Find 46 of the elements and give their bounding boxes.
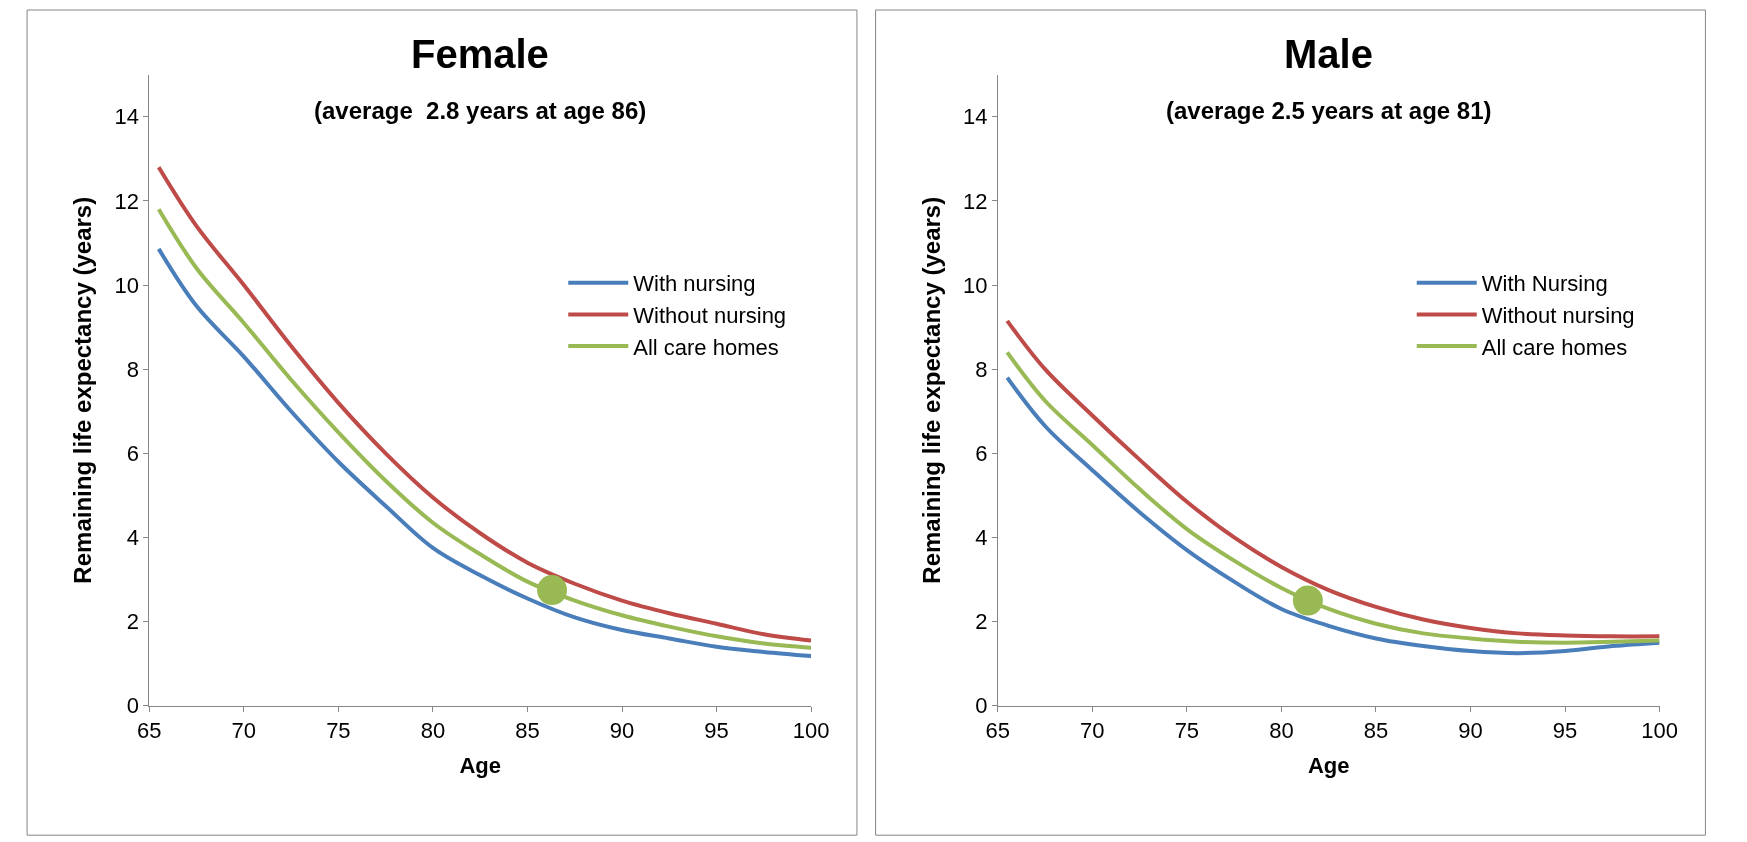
y-tick-label: 10 bbox=[114, 272, 139, 298]
legend-label: All care homes bbox=[633, 334, 779, 360]
text: (average 2.5 years at age 81) bbox=[1166, 97, 1492, 124]
y-tick-label: 2 bbox=[126, 609, 139, 635]
y-tick-label: 8 bbox=[975, 356, 988, 382]
legend-label: Without nursing bbox=[633, 302, 787, 328]
y-tick-label: 2 bbox=[975, 609, 988, 635]
legend-label: Without nursing bbox=[1481, 302, 1635, 328]
y-axis-title: Remaining life expectancy (years) bbox=[917, 196, 945, 584]
y-tick-label: 6 bbox=[975, 441, 988, 467]
x-tick-label: 80 bbox=[420, 718, 446, 744]
x-tick-label: 95 bbox=[1552, 718, 1578, 744]
x-tick-label: 70 bbox=[231, 718, 257, 744]
x-axis-title: Age bbox=[459, 753, 501, 779]
y-tick-label: 8 bbox=[126, 356, 139, 382]
x-tick-label: 95 bbox=[704, 718, 729, 744]
y-tick-label: 14 bbox=[114, 104, 139, 130]
y-tick-label: 0 bbox=[975, 693, 988, 719]
x-tick-label: 100 bbox=[1641, 718, 1678, 744]
y-tick-label: 12 bbox=[962, 188, 988, 214]
x-tick-label: 90 bbox=[1458, 718, 1483, 744]
y-tick-label: 12 bbox=[114, 188, 139, 214]
x-tick-label: 65 bbox=[985, 718, 1011, 744]
y-tick-label: 10 bbox=[962, 272, 988, 298]
y-tick-label: 0 bbox=[126, 693, 139, 719]
x-axis-title: Age bbox=[1307, 753, 1350, 779]
chart-title: Female bbox=[411, 32, 549, 76]
legend-label: With Nursing bbox=[1481, 271, 1608, 297]
y-tick-label: 14 bbox=[962, 104, 988, 130]
text: (average 2.8 years at age 86) bbox=[314, 97, 647, 124]
y-tick-label: 4 bbox=[126, 525, 139, 551]
x-tick-label: 80 bbox=[1269, 718, 1294, 744]
x-tick-label: 85 bbox=[1363, 718, 1389, 744]
x-tick-label: 90 bbox=[609, 718, 635, 744]
y-tick-label: 6 bbox=[126, 441, 139, 467]
x-tick-label: 85 bbox=[515, 718, 540, 744]
x-tick-label: 75 bbox=[326, 718, 351, 744]
y-axis-title: Remaining life expectancy (years) bbox=[69, 196, 97, 584]
y-tick-label: 4 bbox=[975, 525, 988, 551]
x-tick-label: 65 bbox=[137, 718, 162, 744]
x-tick-label: 75 bbox=[1174, 718, 1200, 744]
x-tick-label: 70 bbox=[1080, 718, 1105, 744]
legend-label: All care homes bbox=[1481, 334, 1628, 360]
x-tick-label: 100 bbox=[792, 718, 830, 744]
legend-label: With nursing bbox=[633, 271, 756, 297]
chart-title: Male bbox=[1284, 32, 1373, 76]
